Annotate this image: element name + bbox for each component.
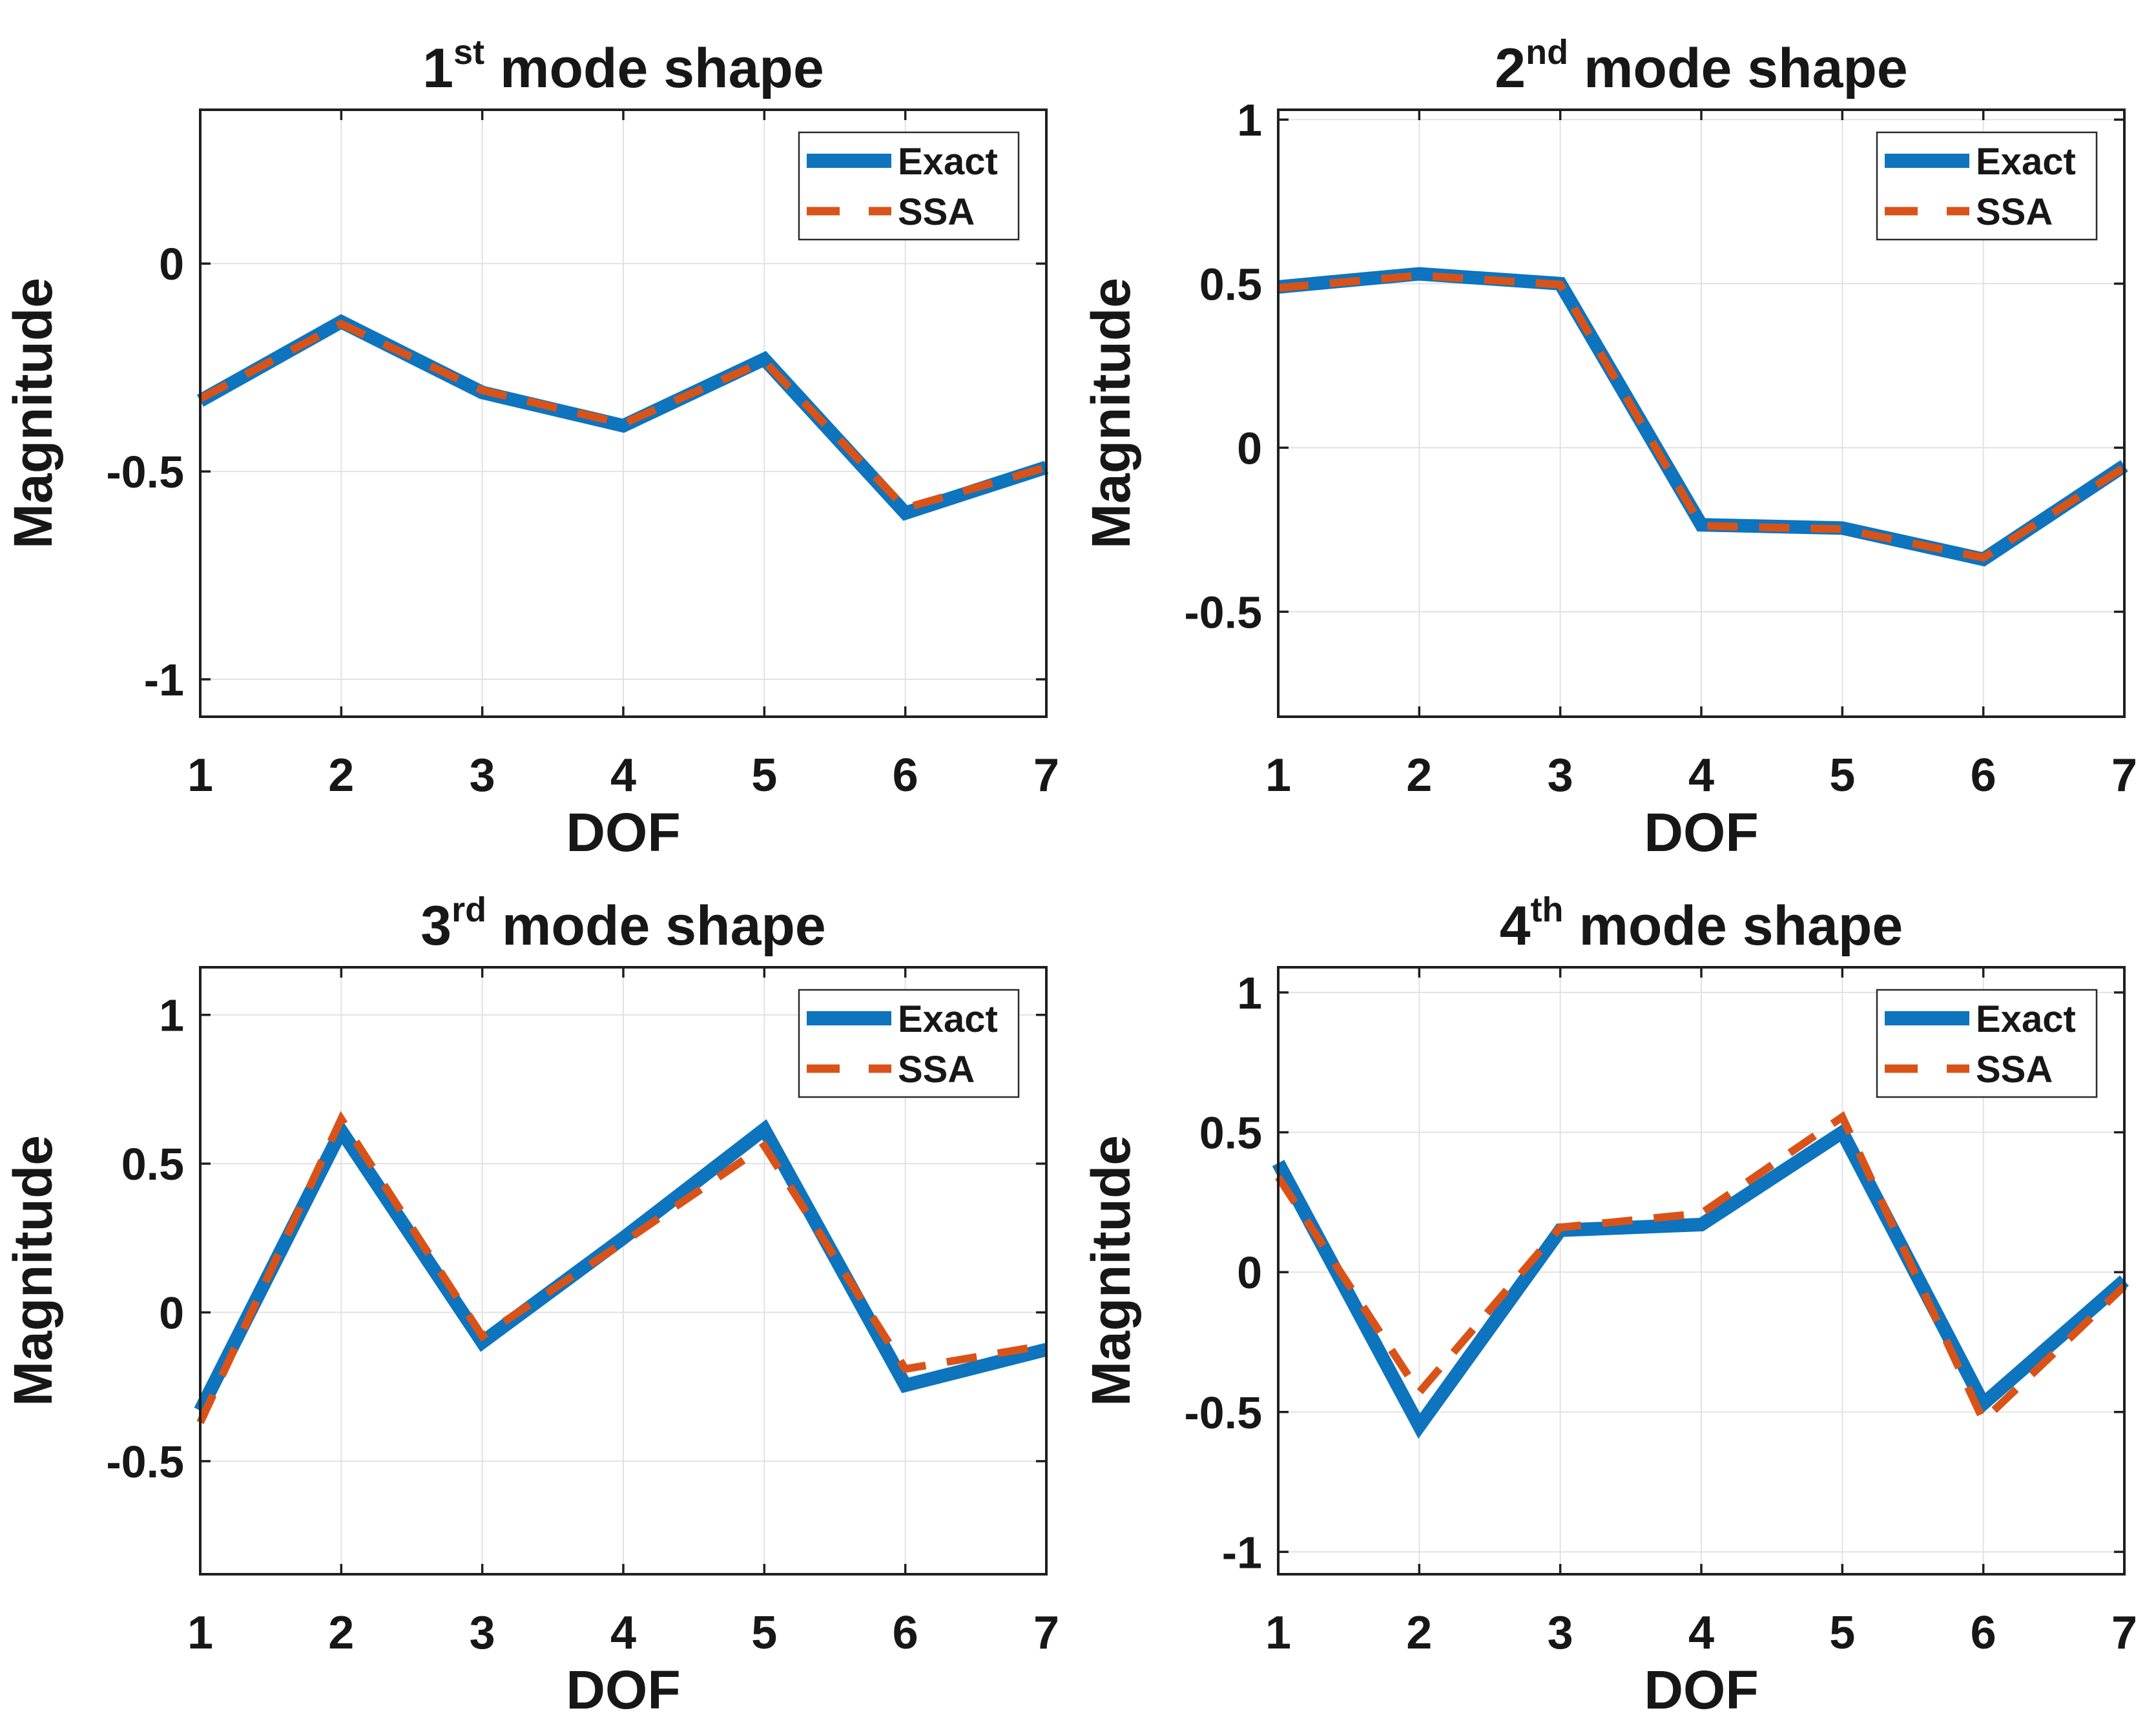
x-tick-label: 1 [1265,750,1291,801]
x-tick-label: 6 [893,750,918,801]
y-tick-label: 0.5 [1199,259,1262,309]
x-tick-label: 2 [1406,1607,1432,1659]
legend-label-ssa: SSA [1976,1049,2053,1091]
legend-box [1876,131,2098,241]
x-tick-label: 2 [328,750,354,801]
subplot-1: 1st mode shape 0 -0.5 -1 1 2 3 4 5 6 7 DOF Magnitude… [0,0,1078,858]
x-tick-label: 3 [470,750,495,801]
y-tick-label: 0 [1237,423,1262,473]
legend: Exact SSA [1876,131,2098,241]
series-line-exact [1272,1122,2129,1439]
x-tick-label: 3 [1548,1607,1573,1659]
x-tick-label: 6 [893,1607,918,1659]
x-tick-label: 5 [751,1607,777,1659]
legend: Exact SSA [798,131,1020,241]
series-group [1272,1111,2129,1439]
x-tick-label: 4 [1688,1607,1714,1659]
legend-label-ssa: SSA [898,191,975,233]
x-tick-label: 7 [2111,1607,2137,1659]
y-tick-label: -1 [1222,1527,1262,1577]
subplot-4: 4th mode shape 1 0.5 0 -0.5 -1 1 2 3 4 5 6 7 DOF Magni… [1078,858,2156,1715]
x-tick-label: 2 [328,1607,354,1659]
legend: Exact SSA [798,989,1020,1098]
x-axis-label: DOF [566,802,680,858]
y-axis-label: Magnitude [3,1135,63,1406]
x-tick-label: 7 [2111,750,2137,801]
x-tick-label: 7 [1033,750,1059,801]
series-line-ssa [198,319,1048,513]
chart-title: 4th mode shape [1500,890,1903,957]
series-group [196,314,1049,521]
series-line-ssa [196,1111,1048,1424]
x-tick-label: 1 [187,750,213,801]
x-tick-label: 5 [751,750,777,801]
y-tick-label: 1 [159,991,184,1041]
legend-label-ssa: SSA [898,1049,975,1091]
y-tick-label: -0.5 [1184,587,1262,637]
subplot-3: 3rd mode shape 1 0.5 0 -0.5 1 2 3 4 5 6 7 DOF Magnitu… [0,858,1078,1715]
chart-2-svg: 2nd mode shape 1 0.5 0 -0.5 1 2 3 4 5 6 7 DOF Magnitu… [1081,33,2137,858]
y-tick-label: 0 [159,1288,184,1339]
y-tick-label: -0.5 [106,1437,184,1487]
subplot-2: 2nd mode shape 1 0.5 0 -0.5 1 2 3 4 5 6 7 DOF Magnitu… [1078,0,2156,858]
legend-box [798,989,1020,1098]
x-axis-label: DOF [1644,802,1758,858]
legend-box [1876,989,2098,1098]
legend-label-exact: Exact [898,998,998,1040]
x-tick-label: 6 [1971,750,1996,801]
axes-box [1277,108,2126,718]
series-line-exact [194,1117,1048,1414]
legend-label-ssa: SSA [1976,191,2053,233]
y-tick-label: 0 [1237,1248,1262,1298]
x-tick-label: 7 [1033,1607,1059,1659]
chart-3-svg: 3rd mode shape 1 0.5 0 -0.5 1 2 3 4 5 6 7 DOF Magnitu… [3,890,1059,1715]
y-tick-label: 1 [1237,95,1262,145]
legend: Exact SSA [1876,989,2098,1098]
y-tick-label: -1 [144,655,184,705]
y-tick-label: 1 [1237,968,1262,1018]
series-line-ssa [1278,271,2127,562]
series-group [194,1111,1048,1424]
x-tick-label: 3 [470,1607,495,1659]
legend-label-exact: Exact [1976,998,2076,1040]
y-axis-label: Magnitude [1081,278,1141,549]
y-axis-label: Magnitude [1081,1135,1141,1406]
legend-label-exact: Exact [898,141,998,183]
axes-box [199,966,1048,1576]
x-tick-label: 4 [610,750,636,801]
legend-box [798,131,1020,241]
x-tick-label: 1 [187,1607,213,1659]
x-axis-label: DOF [566,1659,680,1715]
series-group [1278,267,2128,567]
x-tick-label: 1 [1265,1607,1291,1659]
x-tick-label: 2 [1406,750,1432,801]
y-axis-label: Magnitude [3,278,63,549]
y-tick-label: 0 [159,239,184,289]
x-tick-label: 5 [1829,750,1855,801]
y-tick-label: -0.5 [1184,1388,1262,1438]
axes-box [1277,966,2126,1576]
y-tick-label: 0.5 [121,1139,184,1189]
axes-box [199,108,1048,718]
x-axis-label: DOF [1644,1659,1758,1715]
y-tick-label: -0.5 [106,447,184,497]
x-tick-label: 5 [1829,1607,1855,1659]
chart-title: 2nd mode shape [1495,33,1908,99]
chart-1-svg: 1st mode shape 0 -0.5 -11 2 3 4 5 6 7 DOF Magnitude… [3,33,1059,858]
x-tick-label: 4 [1688,750,1714,801]
y-tick-label: 0.5 [1199,1108,1262,1158]
x-tick-label: 4 [610,1607,636,1659]
x-tick-label: 6 [1971,1607,1996,1659]
chart-title: 1st mode shape [422,33,824,99]
x-tick-label: 3 [1548,750,1573,801]
chart-title: 3rd mode shape [420,890,826,957]
legend-label-exact: Exact [1976,141,2076,183]
